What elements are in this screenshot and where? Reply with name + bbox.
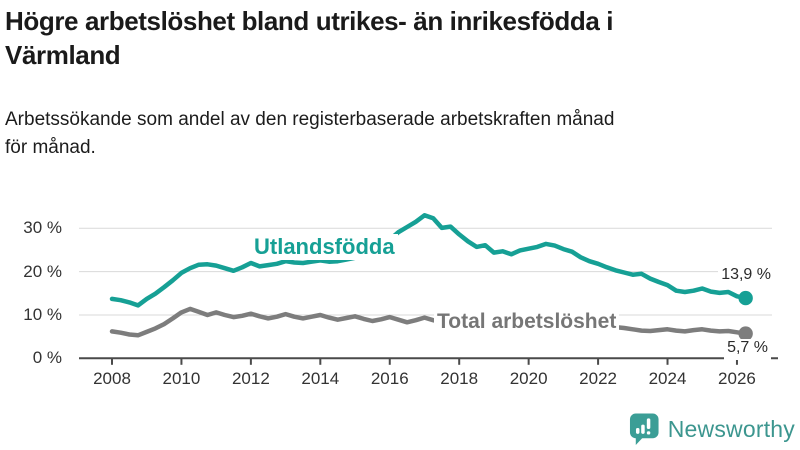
chart-subtitle: Arbetssökande som andel av den registerb… (5, 106, 793, 162)
x-axis-tick-label-2020: 2020 (509, 369, 548, 388)
y-axis-tick-label-20: 20 % (23, 261, 62, 281)
x-axis-tick-label-2022: 2022 (579, 369, 617, 388)
x-axis-tick-label-2026: 2026 (718, 369, 756, 388)
page-title-line1: Högre arbetslöshet bland utrikes- än inr… (5, 6, 614, 36)
newsworthy-logo[interactable]: Newsworthy (629, 412, 795, 446)
x-axis-tick-label-2016: 2016 (370, 369, 409, 388)
end-value-label-total: 5,7 % (724, 339, 771, 360)
series-label-utlandsfodda: Utlandsfödda (251, 234, 398, 260)
y-axis-tick-label-10: 10 % (23, 304, 62, 324)
end-dot-total-arbetsl-shet (738, 326, 753, 341)
end-dot-utlandsf-dda (738, 290, 753, 306)
x-axis-tick-label-2010: 2010 (162, 369, 201, 388)
chart-subtitle-line2: för månad. (5, 137, 96, 158)
chart-subtitle-line1: Arbetssökande som andel av den registerb… (5, 109, 615, 130)
y-axis-tick-label-30: 30 % (23, 218, 62, 238)
x-axis-tick-label-2024: 2024 (648, 369, 687, 388)
page-title-line2: Värmland (5, 40, 121, 70)
y-axis-tick-label-0: 0 % (32, 348, 62, 368)
x-axis-tick-label-2012: 2012 (231, 369, 270, 388)
newsworthy-wordmark: Newsworthy (667, 415, 795, 442)
x-axis-tick-label-2008: 2008 (93, 369, 131, 388)
newsworthy-bar-chart-icon (629, 413, 659, 445)
series-label-total-arbetsloshet: Total arbetslöshet (434, 310, 620, 334)
x-axis-tick-label-2018: 2018 (440, 369, 479, 388)
series-line-total-arbetsl-shet (109, 306, 748, 338)
series-line-utlandsf-dda (109, 213, 748, 308)
page-title: Högre arbetslöshet bland utrikes- än inr… (5, 4, 793, 72)
end-value-label-utlandsfodda: 13,9 % (718, 266, 774, 284)
x-axis-tick-label-2014: 2014 (301, 369, 340, 388)
